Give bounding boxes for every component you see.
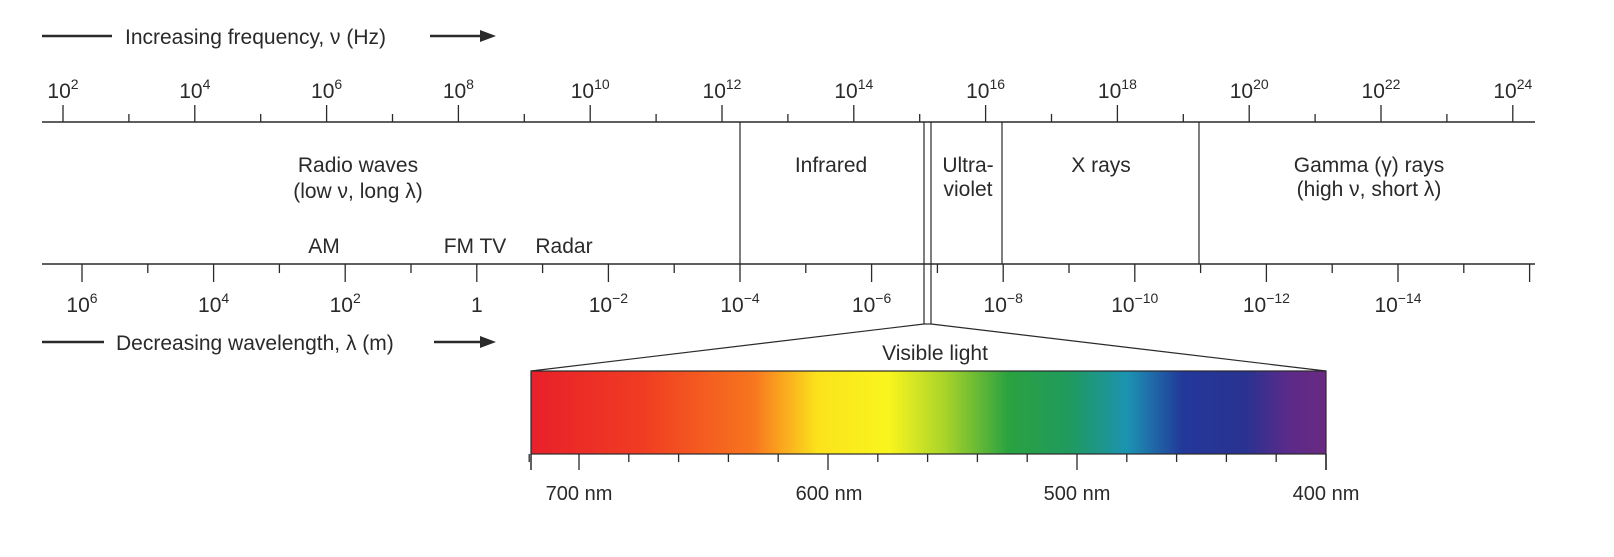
region-labels: Radio waves (low ν, long λ) Infrared Ult… bbox=[293, 154, 1444, 203]
arrow-right-icon bbox=[480, 30, 496, 42]
wavelength-header: Decreasing wavelength, λ (m) bbox=[42, 332, 496, 355]
nm-label-600: 600 nm bbox=[796, 483, 863, 505]
wavelength-tick-label: 10−4 bbox=[720, 290, 760, 317]
frequency-tick-label: 1020 bbox=[1230, 76, 1269, 103]
frequency-tick-label: 104 bbox=[179, 76, 210, 103]
wavelength-tick-label: 10−6 bbox=[852, 290, 892, 317]
wavelength-tick-label: 10−12 bbox=[1243, 290, 1290, 317]
fm-tv-band-label: FM TV bbox=[444, 235, 507, 258]
visible-light-label: Visible light bbox=[882, 342, 988, 365]
frequency-axis: 102 104 106 108 1010 1012 1014 1016 1018 1020 1022… bbox=[47, 76, 1532, 122]
visible-light-zoom: Visible light 700 nm 600 nm 500 nm 400 n… bbox=[528, 323, 1360, 505]
wavelength-tick-label: 104 bbox=[198, 290, 229, 317]
frequency-tick-label: 106 bbox=[311, 76, 342, 103]
radio-waves-sublabel: (low ν, long λ) bbox=[293, 180, 423, 203]
arrow-right-icon bbox=[480, 336, 496, 348]
frequency-tick-label: 1022 bbox=[1362, 76, 1401, 103]
wavelength-tick-label: 10−10 bbox=[1111, 290, 1158, 317]
ultraviolet-label-line1: Ultra- bbox=[942, 154, 993, 177]
ultraviolet-label-line2: violet bbox=[943, 178, 992, 201]
frequency-tick-label: 1014 bbox=[834, 76, 873, 103]
nm-label-700: 700 nm bbox=[546, 483, 613, 505]
wavelength-header-label: Decreasing wavelength, λ (m) bbox=[116, 332, 394, 355]
region-dividers bbox=[739, 122, 1200, 325]
frequency-header: Increasing frequency, ν (Hz) bbox=[42, 26, 496, 49]
x-rays-label: X rays bbox=[1071, 154, 1131, 177]
frequency-header-label: Increasing frequency, ν (Hz) bbox=[125, 26, 386, 49]
wavelength-tick-label: 1 bbox=[471, 294, 483, 317]
frequency-tick-label: 102 bbox=[47, 76, 78, 103]
frequency-tick-label: 1016 bbox=[966, 76, 1005, 103]
frequency-tick-label: 1012 bbox=[703, 76, 742, 103]
radar-band-label: Radar bbox=[535, 235, 592, 258]
wavelength-axis: 106 104 102 1 10−2 10−4 10−6 10−8 10−10 10−12 10−1… bbox=[66, 264, 1531, 317]
frequency-tick-label: 1024 bbox=[1493, 76, 1532, 103]
band-labels: AM FM TV Radar bbox=[308, 235, 592, 258]
frequency-tick-label: 108 bbox=[443, 76, 474, 103]
zoom-line-right bbox=[930, 323, 1327, 372]
visible-wavelength-axis bbox=[528, 454, 1327, 470]
radio-waves-label: Radio waves bbox=[298, 154, 418, 177]
gamma-rays-sublabel: (high ν, short λ) bbox=[1297, 178, 1442, 201]
wavelength-tick-label: 10−8 bbox=[984, 290, 1024, 317]
wavelength-tick-label: 106 bbox=[66, 290, 97, 317]
infrared-label: Infrared bbox=[795, 154, 867, 177]
am-band-label: AM bbox=[308, 235, 340, 258]
zoom-line-left bbox=[530, 323, 925, 372]
wavelength-tick-label: 10−14 bbox=[1374, 290, 1421, 317]
frequency-tick-label: 1010 bbox=[571, 76, 610, 103]
visible-spectrum-bar bbox=[530, 370, 1327, 455]
wavelength-tick-label: 102 bbox=[330, 290, 361, 317]
wavelength-tick-label: 10−2 bbox=[589, 290, 629, 317]
frequency-tick-label: 1018 bbox=[1098, 76, 1137, 103]
gamma-rays-label: Gamma (γ) rays bbox=[1294, 154, 1445, 177]
nm-label-500: 500 nm bbox=[1044, 483, 1111, 505]
nm-label-400: 400 nm bbox=[1293, 483, 1360, 505]
